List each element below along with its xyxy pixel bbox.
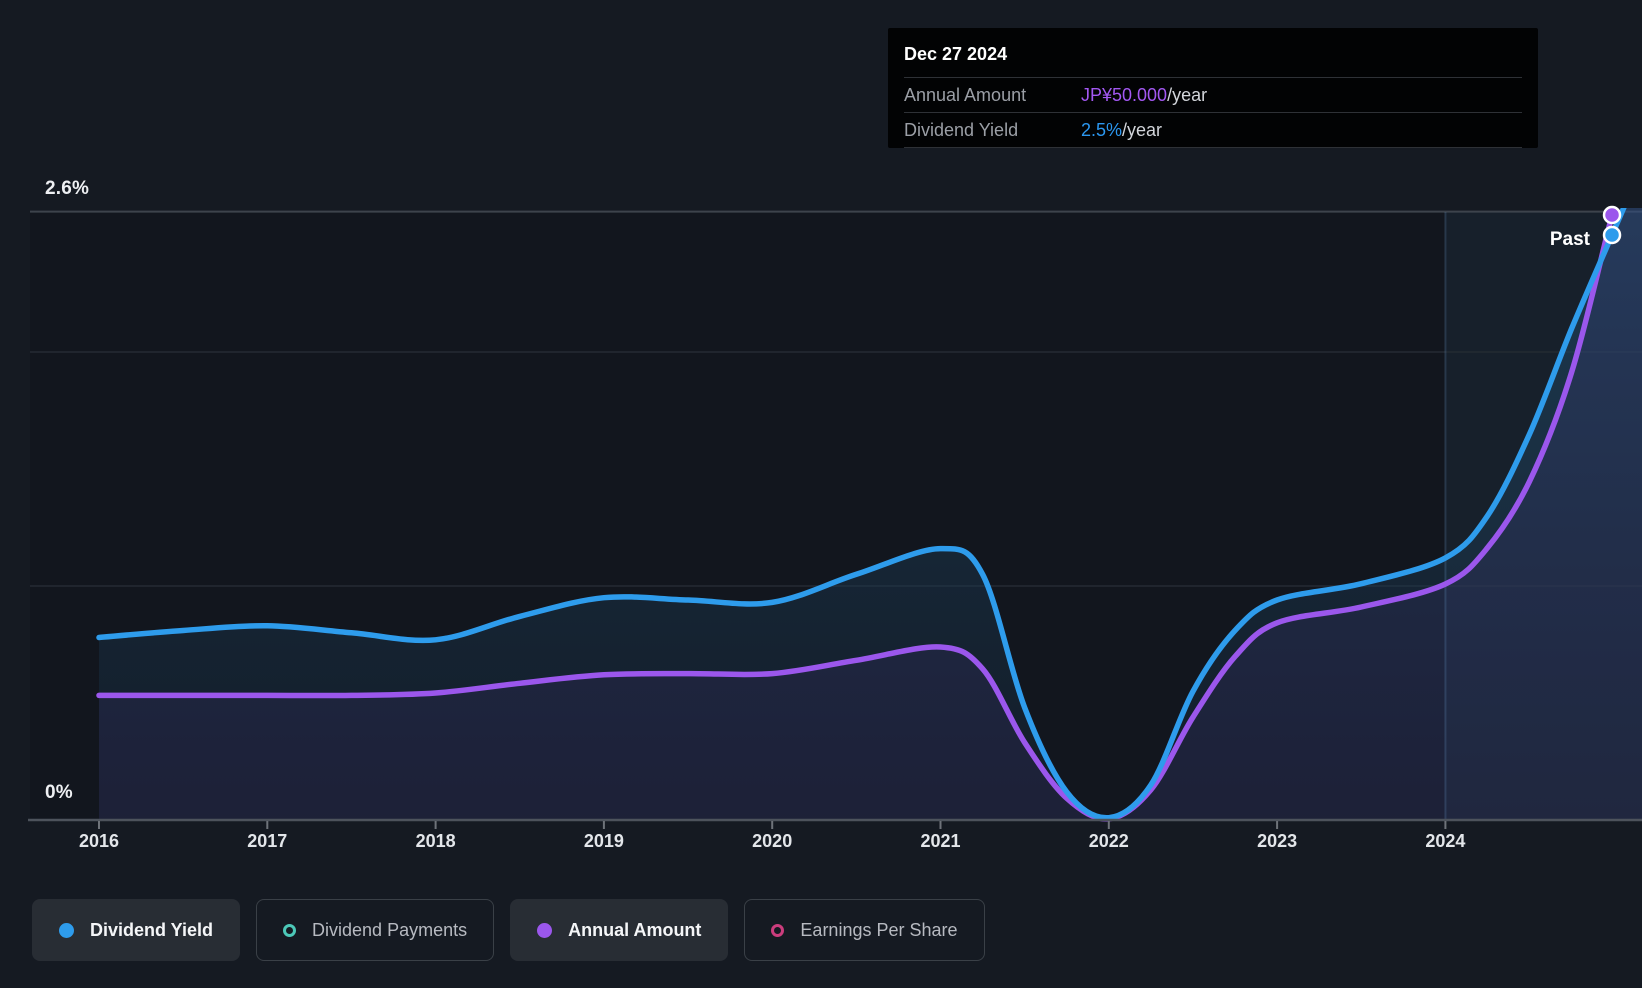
- ring-dot-icon: [283, 923, 297, 937]
- legend: Dividend Yield Dividend Payments Annual …: [32, 899, 985, 961]
- tooltip-label: Annual Amount: [904, 84, 1027, 105]
- tooltip-label: Dividend Yield: [904, 119, 1019, 140]
- y-axis-min-label: 0%: [45, 782, 73, 803]
- tooltip-suffix: /year: [1167, 84, 1208, 105]
- x-axis-tick-label: 2018: [415, 831, 456, 851]
- legend-button-annual-amount[interactable]: Annual Amount: [510, 899, 729, 961]
- legend-label: Dividend Payments: [312, 919, 468, 940]
- tooltip-row: Annual Amount JP¥50.000 /year: [904, 77, 1522, 112]
- legend-label: Earnings Per Share: [800, 919, 958, 940]
- tooltip-row: Dividend Yield 2.5% /year: [904, 112, 1522, 148]
- past-label: Past: [1549, 229, 1590, 250]
- x-axis-tick-label: 2016: [78, 831, 120, 851]
- legend-label: Dividend Yield: [90, 919, 214, 940]
- x-axis-tick-label: 2024: [1425, 831, 1466, 851]
- x-axis-tick-label: 2020: [752, 831, 793, 851]
- filled-dot-icon: [537, 922, 553, 938]
- x-axis-tick-label: 2021: [920, 831, 961, 851]
- x-axis-tick-label: 2022: [1088, 831, 1129, 851]
- tooltip-value: JP¥50.000: [1081, 84, 1168, 105]
- x-axis-tick-label: 2019: [583, 831, 624, 851]
- x-axis-tick-label: 2017: [247, 831, 288, 851]
- filled-dot-icon: [59, 922, 74, 938]
- legend-label: Annual Amount: [568, 919, 702, 940]
- ring-dot-icon: [771, 923, 785, 937]
- x-axis-tick-label: 2023: [1257, 831, 1298, 851]
- legend-button-dividend-yield[interactable]: Dividend Yield: [32, 899, 241, 961]
- tooltip-suffix: /year: [1122, 119, 1163, 140]
- y-axis-max-label: 2.6%: [45, 178, 90, 199]
- tooltip: Dec 27 2024 Annual Amount JP¥50.000 /yea…: [888, 28, 1538, 148]
- legend-button-dividend-payments[interactable]: Dividend Payments: [256, 899, 495, 961]
- tooltip-value: 2.5%: [1081, 119, 1123, 140]
- tooltip-date: Dec 27 2024: [904, 44, 1008, 64]
- legend-button-earnings-per-share[interactable]: Earnings Per Share: [744, 899, 985, 961]
